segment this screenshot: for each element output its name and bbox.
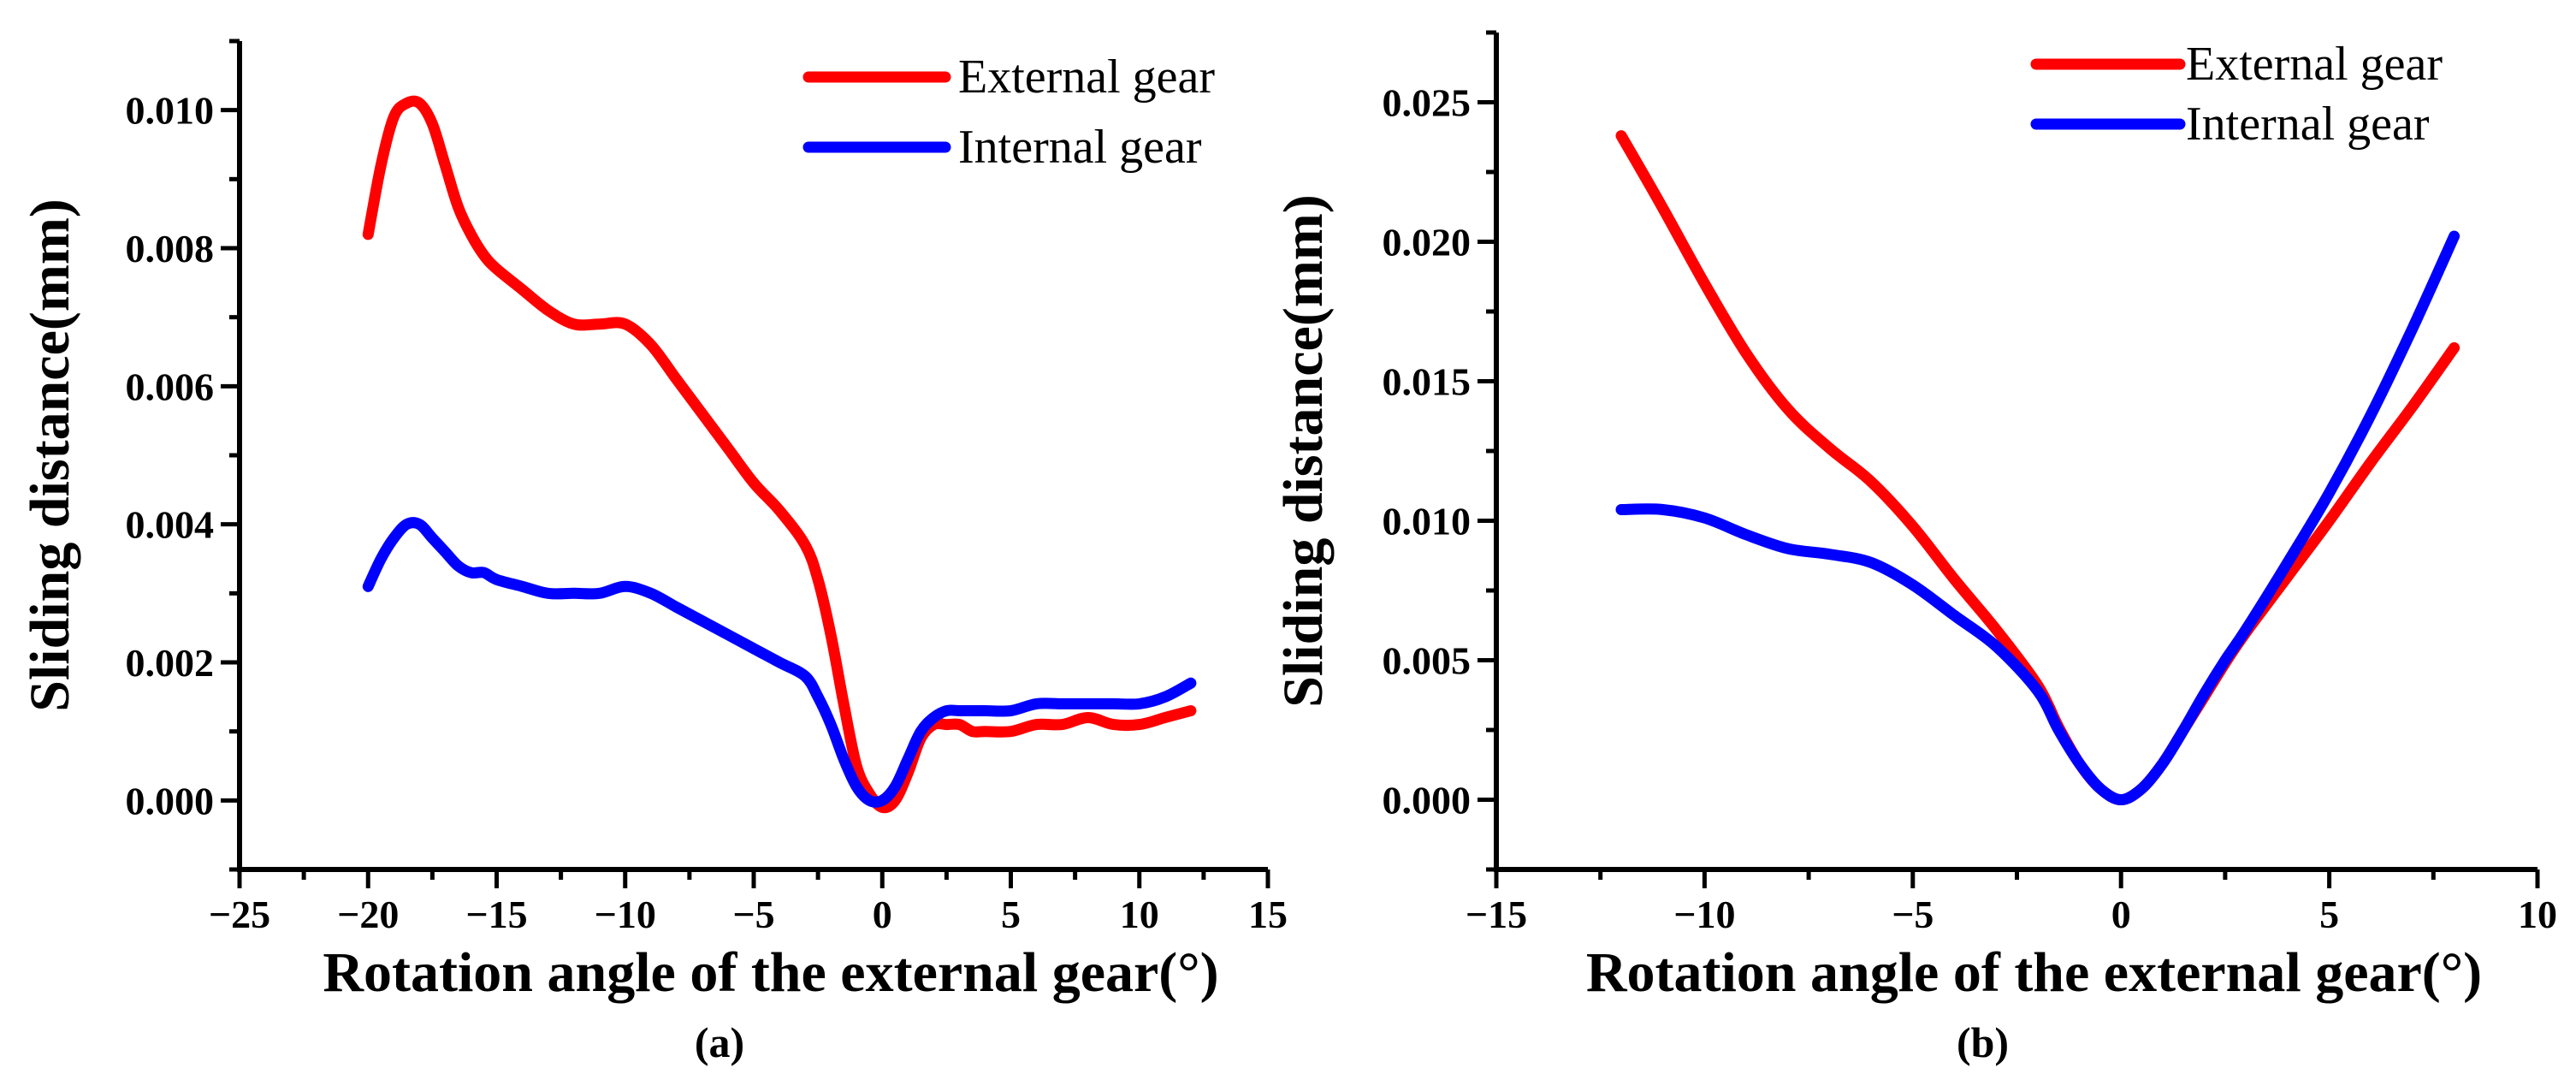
panel-b-y-axis-title: Sliding distance(mm): [1272, 194, 1335, 708]
panel-b-x-tick-label: −10: [1673, 893, 1735, 936]
panel-b-x-tick-label: −15: [1466, 893, 1527, 936]
panel-a-series-internal-gear-line: [362, 517, 1197, 808]
panel-b-x-tick-label: 10: [2518, 893, 2557, 936]
panel-b-x-tick-label: 5: [2319, 893, 2339, 936]
panel-b-x-axis-title: Rotation angle of the external gear(°): [1586, 941, 2482, 1004]
panel-a-x-tick-label: −10: [595, 893, 656, 936]
panel-a-series-external-gear-line: [362, 95, 1197, 814]
panel-a-x-tick-label: 10: [1120, 893, 1159, 936]
panel-b-y-tick-label: 0.010: [1383, 500, 1472, 543]
panel-b-y-tick-label: 0.020: [1383, 221, 1472, 264]
panel-a-x-tick-label: 0: [873, 893, 892, 936]
panel-b-x-tick-label: −5: [1892, 893, 1933, 936]
panel-a-label: (a): [695, 1018, 744, 1066]
panel-b-y-tick-label: 0.015: [1383, 360, 1472, 404]
panel-b-legend-label: Internal gear: [2186, 98, 2430, 151]
panel-a-x-tick-label: −25: [209, 893, 270, 936]
panel-a-x-tick-label: −5: [732, 893, 774, 936]
panel-b-y-tick-label: 0.005: [1383, 639, 1472, 683]
panel-b-series-internal-gear-line: [1615, 230, 2461, 805]
panel-a-legend-label: Internal gear: [958, 121, 1202, 174]
panel-a-x-axis-title: Rotation angle of the external gear(°): [323, 941, 1218, 1004]
panel-b-y-tick-label: 0.000: [1383, 779, 1472, 822]
panel-a-x-tick-label: 15: [1248, 893, 1288, 936]
panel-b-legend-label: External gear: [2186, 38, 2443, 91]
panel-a-y-tick-label: 0.006: [126, 365, 215, 408]
panel-b-label: (b): [1957, 1018, 2009, 1066]
panel-b-y-tick-label: 0.025: [1383, 81, 1472, 125]
panel-a-y-tick-label: 0.010: [126, 89, 215, 133]
panel-a-y-axis-title: Sliding distance(mm): [19, 199, 81, 712]
panel-b-chart: 0.000 0.005 0.010 0.015 0.020 0.025 −15 −10 −5 0 5…: [1272, 30, 2557, 1066]
panel-a-x-tick-label: −20: [337, 893, 399, 936]
panel-a-x-tick-label: 5: [1001, 893, 1021, 936]
panel-a-y-tick-label: 0.004: [126, 503, 215, 547]
panel-a-y-tick-label: 0.000: [126, 779, 215, 822]
panel-a-y-tick-label: 0.002: [126, 641, 215, 685]
panel-b-x-tick-label: 0: [2111, 893, 2131, 936]
panel-a-x-tick-label: −15: [465, 893, 527, 936]
panel-a-y-tick-label: 0.008: [126, 227, 215, 270]
panel-a-legend-label: External gear: [958, 50, 1215, 104]
panel-a-chart: 0.000 0.002 0.004 0.006 0.008 0.010 −25 −20 −15 −…: [19, 39, 1288, 1066]
